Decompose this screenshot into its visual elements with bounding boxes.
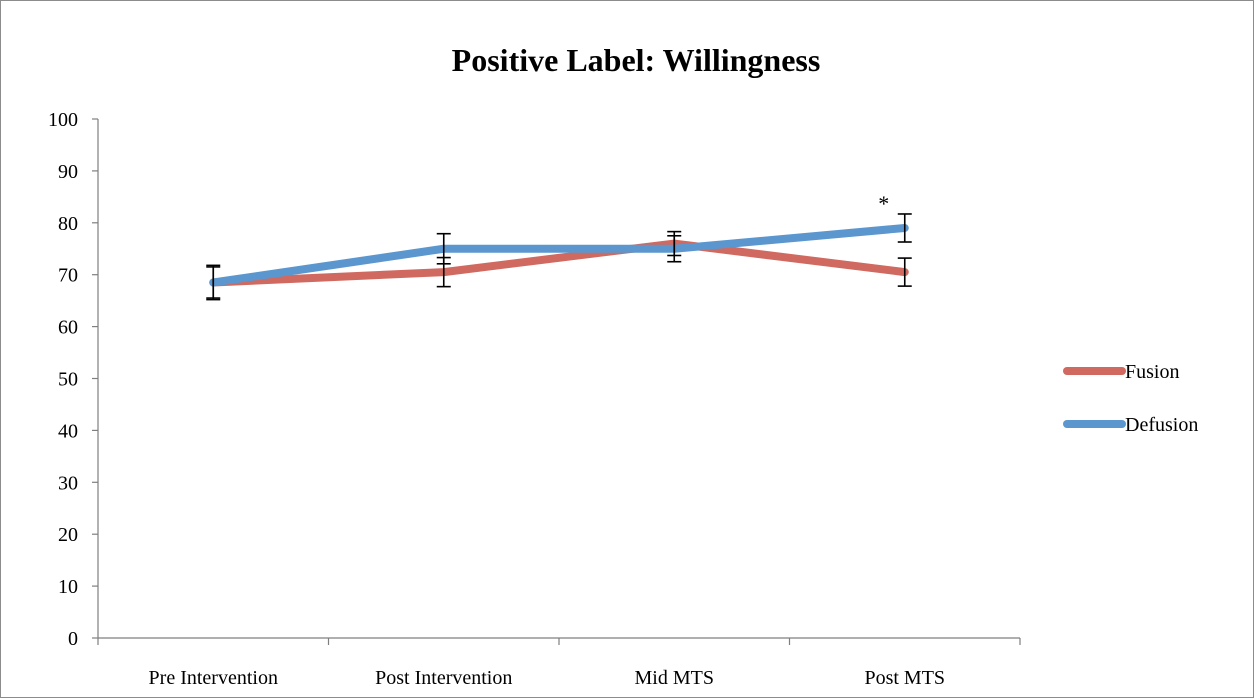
legend-label: Defusion [1125,414,1198,436]
y-tick-label: 60 [58,317,78,339]
legend-item-defusion: Defusion [1063,414,1198,436]
legend-label: Fusion [1125,361,1179,383]
y-tick-label: 0 [68,628,78,650]
x-tick-label: Pre Intervention [149,667,278,689]
error-bar-defusion [897,213,912,243]
x-tick-label: Post Intervention [375,667,512,689]
error-bar-fusion [897,257,912,287]
series-line-defusion [209,223,909,287]
x-tick-label: Mid MTS [635,667,714,689]
y-tick-label: 30 [58,472,78,494]
y-tick-label: 50 [58,369,78,391]
error-bar-defusion [206,264,221,301]
error-bar-defusion [667,234,682,263]
y-tick-label: 20 [58,524,78,546]
legend-item-fusion: Fusion [1063,361,1179,383]
y-tick-label: 90 [58,161,78,183]
errorbar-layer [206,213,912,301]
y-tick-label: 80 [58,213,78,235]
significance-annotation: * [878,191,889,216]
x-tick-label: Post MTS [864,667,945,689]
error-bar-defusion [436,232,451,265]
series-layer [209,223,909,287]
chart-title: Positive Label: Willingness [452,42,821,78]
series-line-fusion [209,239,909,287]
y-tick-label: 100 [48,109,78,131]
legend: Fusion Defusion [1063,361,1198,436]
axes: 0 10 20 30 40 50 60 70 80 90 100 Pre Intervention Po… [48,109,1021,689]
y-tick-label: 40 [58,420,78,442]
y-tick-label: 10 [58,576,78,598]
y-tick-label: 70 [58,265,78,287]
annotation-layer: * [878,191,889,216]
